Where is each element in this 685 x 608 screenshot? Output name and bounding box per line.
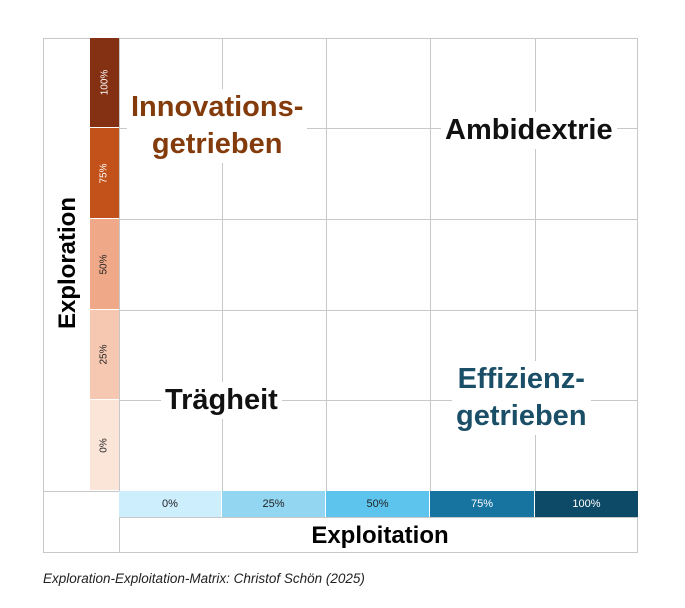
y-scale-cell-50: 50% xyxy=(90,219,119,310)
grid-line xyxy=(430,38,431,491)
grid-line xyxy=(119,128,638,129)
quadrant-innovation-driven: Innovations- getrieben xyxy=(127,89,308,163)
y-scale-cell-75: 75% xyxy=(90,128,119,219)
x-axis-label: Exploitation xyxy=(311,522,449,549)
grid-line xyxy=(43,491,119,492)
quadrant-label-line: Ambidextrie xyxy=(445,114,613,146)
quadrant-label-line: Trägheit xyxy=(165,384,278,416)
grid-line xyxy=(119,38,120,553)
x-scale-cell-100: 100% xyxy=(535,491,638,517)
quadrant-efficiency-driven: Effizienz- getrieben xyxy=(452,361,591,435)
grid-line xyxy=(535,38,536,491)
grid-line xyxy=(119,400,638,401)
grid-line xyxy=(119,219,638,220)
x-scale-cell-0: 0% xyxy=(119,491,222,517)
figure-caption: Exploration-Exploitation-Matrix: Christo… xyxy=(43,571,365,586)
grid-line xyxy=(119,517,638,518)
quadrant-label-line: getrieben xyxy=(456,400,587,432)
grid-line xyxy=(326,38,327,491)
matrix-frame xyxy=(43,38,638,553)
quadrant-ambidexterity: Ambidextrie xyxy=(441,112,617,149)
y-axis-label: Exploration xyxy=(54,197,81,330)
y-scale-cell-0: 0% xyxy=(90,400,119,491)
x-scale-cell-25: 25% xyxy=(222,491,326,517)
y-scale-cell-25: 25% xyxy=(90,310,119,400)
y-scale-cell-100: 100% xyxy=(90,38,119,128)
x-scale-cell-50: 50% xyxy=(326,491,430,517)
grid-line xyxy=(119,310,638,311)
quadrant-label-line: Effizienz- xyxy=(457,363,585,395)
quadrant-label-line: Innovations- xyxy=(131,91,304,123)
x-scale-cell-75: 75% xyxy=(430,491,535,517)
grid-line xyxy=(222,38,223,491)
quadrant-label-line: getrieben xyxy=(151,128,283,160)
quadrant-inertia: Trägheit xyxy=(161,382,282,419)
